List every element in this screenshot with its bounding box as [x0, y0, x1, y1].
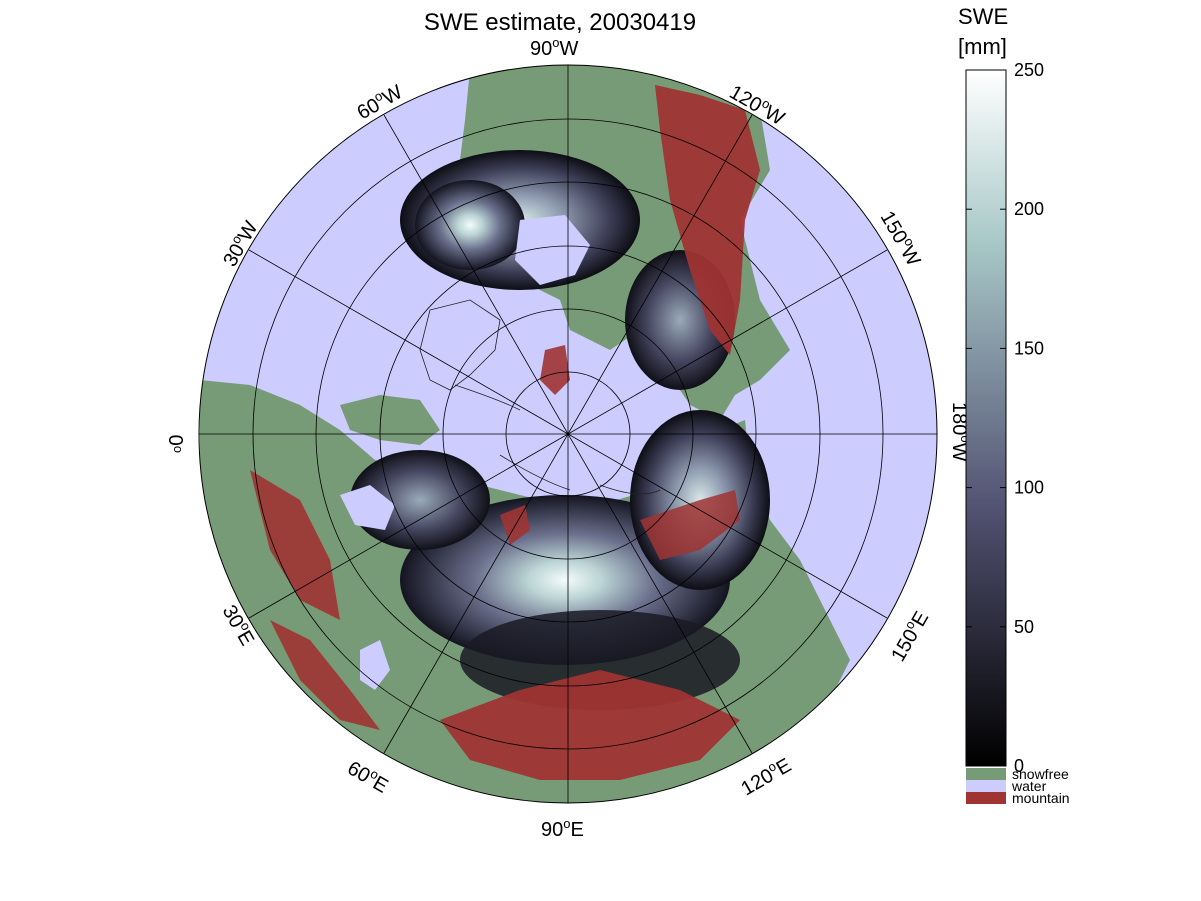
- colorbar-gradient: [965, 69, 1007, 767]
- mountain-caucasus: [270, 620, 380, 730]
- mountain-greenland-coast: [540, 345, 570, 395]
- category-swatch-mountain: [966, 792, 1006, 804]
- lon-label-150e: 150oE: [885, 606, 934, 666]
- coastline-arctic: [454, 384, 661, 495]
- colorbar-tick-label: 250: [1014, 60, 1044, 80]
- colorbar-tick-label: 100: [1014, 478, 1044, 498]
- colorbar-tick-label: 200: [1014, 199, 1044, 219]
- lon-label-0: o0: [166, 435, 188, 453]
- mountain-east-siberia: [640, 490, 740, 560]
- lon-label-120e: 120oE: [736, 752, 796, 801]
- water-caspian: [360, 640, 390, 690]
- mountain-himalaya: [440, 670, 740, 780]
- category-label-snowfree: snowfree: [1012, 766, 1069, 782]
- colorbar-title-line2: [mm]: [958, 34, 1007, 59]
- category-label-mountain: mountain: [1012, 790, 1070, 806]
- colorbar-tick-label: 50: [1014, 617, 1034, 637]
- water-hudson-bay: [515, 215, 590, 285]
- svg-text:120oE: 120oE: [736, 752, 795, 801]
- svg-text:150oE: 150oE: [885, 606, 934, 665]
- lon-label-90w: 90oW: [530, 35, 578, 60]
- category-label-water: water: [1011, 778, 1047, 794]
- category-swatch-water: [966, 780, 1006, 792]
- lon-label-60e: 60oE: [344, 755, 394, 798]
- land-greenland: [419, 299, 501, 391]
- graticule: [199, 65, 937, 803]
- snow-canada-west: [415, 180, 525, 270]
- colorbar-title-line1: SWE: [958, 4, 1008, 29]
- mountain-rockies: [655, 85, 760, 355]
- water-baltic: [340, 485, 395, 530]
- mountain-ural: [500, 505, 530, 545]
- polar-map: [199, 65, 937, 803]
- snow-siberia-south: [460, 610, 740, 710]
- map-border: [198, 64, 938, 804]
- lon-label-90e: 90oE: [541, 816, 584, 841]
- map-title: SWE estimate, 20030419: [424, 9, 696, 36]
- colorbar-tick-label: 150: [1014, 338, 1044, 358]
- land-scandinavia: [340, 395, 440, 445]
- category-swatch-snowfree: [966, 768, 1006, 780]
- svg-text:o0: o0: [166, 435, 188, 453]
- colorbar: SWE [mm] 0 50 100 150 200 250 snowfreewatermo…: [958, 4, 1070, 806]
- colorbar-tick-label: 0: [1014, 756, 1024, 776]
- mountain-alps: [250, 470, 340, 620]
- svg-text:60oE: 60oE: [344, 755, 394, 798]
- svg-text:90oW: 90oW: [530, 35, 578, 60]
- colorbar-ticks: 0 50 100 150 200 250: [966, 60, 1044, 776]
- svg-text:90oE: 90oE: [541, 816, 584, 841]
